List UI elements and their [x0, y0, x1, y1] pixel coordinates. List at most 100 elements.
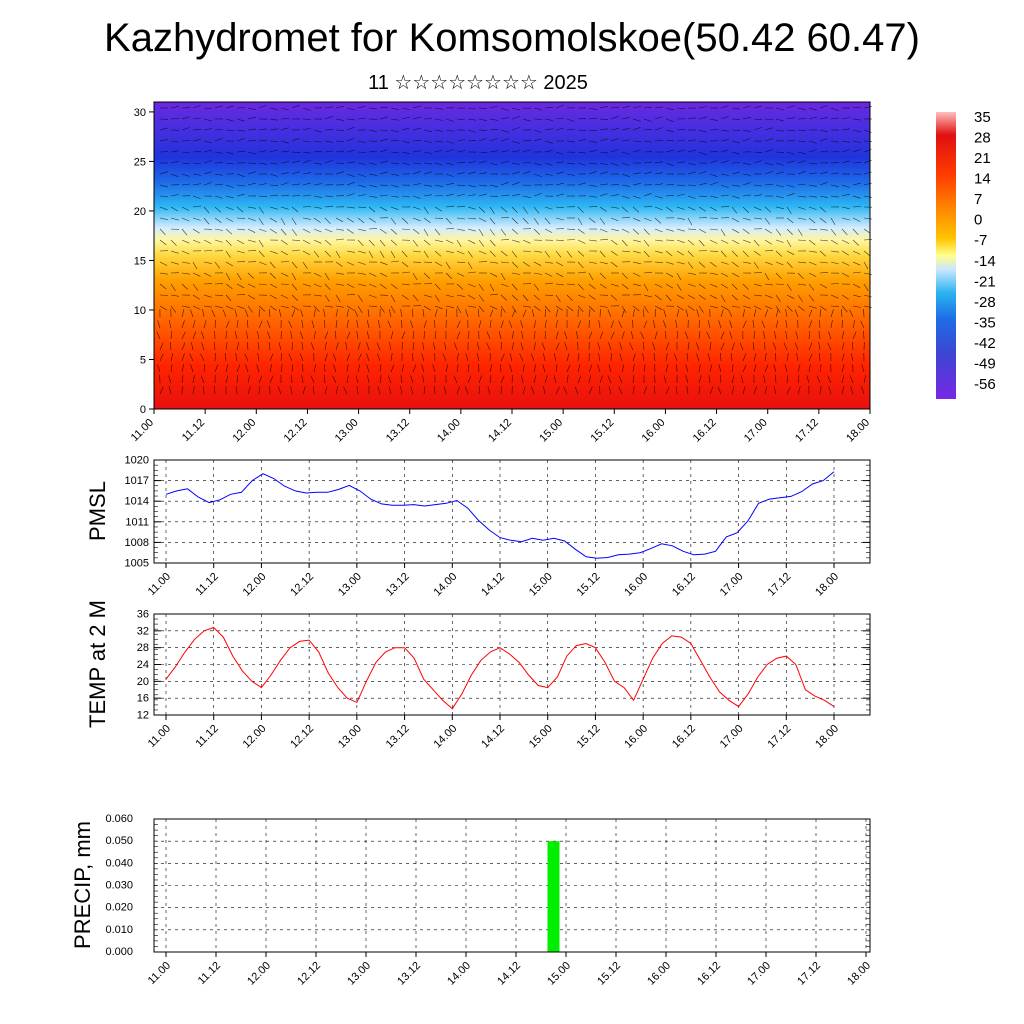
wind-barb	[324, 331, 329, 340]
wind-barb	[720, 160, 729, 164]
wind-barb	[566, 118, 575, 122]
wind-barb	[156, 331, 161, 340]
wind-barb	[720, 116, 729, 120]
x-tick-label: 15.00	[537, 417, 565, 445]
wind-barb	[269, 107, 278, 110]
wind-barb	[687, 342, 690, 351]
wind-barb	[456, 193, 465, 197]
wind-barb	[290, 331, 293, 340]
wind-barb	[852, 182, 861, 186]
wind-barb	[302, 194, 311, 197]
wind-barb	[797, 151, 806, 155]
wind-barb	[753, 160, 762, 164]
wind-barb	[181, 320, 185, 329]
wind-barb	[203, 320, 207, 329]
wind-barb	[467, 184, 476, 188]
wind-barb	[302, 107, 311, 111]
wind-barb	[522, 217, 529, 225]
wind-barb	[533, 107, 542, 110]
wind-barb	[588, 309, 591, 318]
wind-barb	[852, 294, 861, 298]
wind-barb	[830, 117, 839, 120]
wind-barb	[786, 283, 792, 291]
wind-barb	[511, 250, 518, 258]
wind-barb	[434, 206, 442, 212]
wind-barb	[346, 250, 355, 253]
wind-barb	[785, 309, 788, 318]
wind-barb	[335, 228, 344, 231]
wind-barb	[225, 375, 229, 384]
y-tick-label: 1011	[125, 516, 149, 528]
wind-barb	[379, 250, 385, 258]
wind-barb	[720, 294, 726, 302]
wind-barb	[236, 239, 245, 245]
wind-barb	[555, 239, 565, 242]
wind-barb	[786, 193, 795, 197]
wind-barb	[544, 308, 546, 318]
temp-grid	[154, 613, 870, 716]
wind-barb	[434, 309, 438, 318]
wind-barb	[775, 162, 784, 166]
wind-barb	[181, 173, 190, 177]
wind-barb	[632, 305, 640, 312]
wind-barb	[302, 151, 311, 154]
y-tick-label: 1014	[125, 496, 149, 508]
wind-barb	[379, 129, 388, 132]
wind-barb	[621, 173, 630, 177]
wind-barb	[619, 342, 623, 351]
wind-barb	[401, 127, 410, 131]
wind-barb	[444, 342, 447, 351]
wind-barb	[214, 294, 224, 297]
wind-barb	[632, 206, 640, 213]
wind-barb	[632, 272, 641, 277]
wind-barb	[533, 250, 542, 253]
wind-barb	[280, 364, 283, 373]
wind-barb	[654, 294, 662, 301]
wind-barb	[313, 385, 315, 395]
wind-barb	[181, 272, 190, 275]
wind-barb	[830, 151, 840, 153]
x-tick-label: 16.00	[640, 417, 668, 445]
wind-barb	[511, 171, 520, 175]
wind-barb	[335, 342, 339, 351]
wind-barb	[654, 331, 658, 340]
wind-barb	[566, 162, 575, 165]
wind-barb	[157, 320, 161, 329]
wind-barb	[423, 282, 433, 285]
wind-barb	[742, 206, 749, 213]
wind-barb	[775, 283, 785, 285]
wind-barb	[489, 118, 498, 121]
wind-barb	[401, 283, 410, 286]
wind-barb	[291, 105, 300, 109]
wind-barb	[203, 118, 212, 122]
wind-barb	[456, 139, 465, 142]
wind-barb	[478, 305, 485, 313]
wind-barb	[819, 138, 828, 142]
x-tick-label: 15.00	[527, 571, 555, 599]
wind-barb	[511, 261, 519, 268]
wind-barb	[720, 272, 729, 277]
wind-barb	[775, 195, 784, 199]
wind-barb	[654, 161, 663, 164]
wind-barb	[366, 331, 370, 340]
wind-barb	[500, 272, 506, 281]
wind-barb	[808, 140, 817, 144]
wind-barb	[214, 105, 223, 109]
wind-barb	[588, 140, 597, 143]
wind-barb	[709, 206, 718, 212]
wind-barb	[654, 305, 663, 310]
wind-barb	[698, 364, 701, 373]
wind-barb	[588, 107, 597, 110]
wind-barb	[785, 331, 788, 340]
wind-barb	[412, 162, 422, 164]
wind-barb	[643, 206, 653, 208]
wind-barb	[563, 386, 568, 395]
wind-barb	[775, 309, 779, 318]
wind-barb	[236, 294, 246, 296]
wind-barb	[467, 331, 470, 340]
wind-barb	[346, 283, 355, 288]
wind-barb	[685, 364, 689, 373]
wind-barb	[181, 309, 185, 318]
wind-barb	[621, 151, 630, 155]
